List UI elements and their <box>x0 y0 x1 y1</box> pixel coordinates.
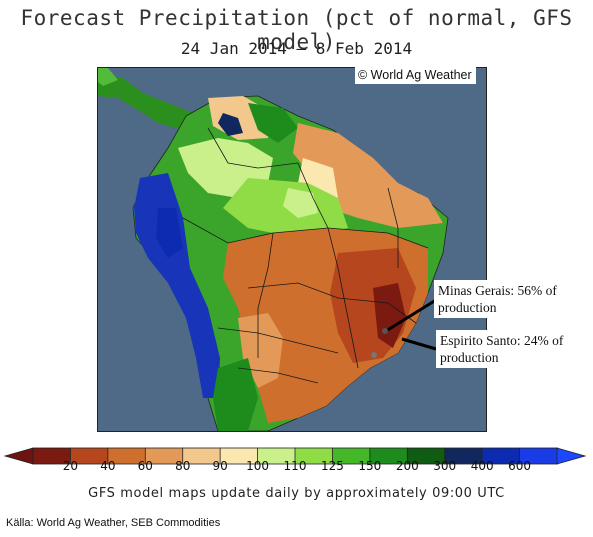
minas-gerais-callout-line2: production <box>438 300 497 315</box>
scale-tick-label: 110 <box>283 459 307 473</box>
espirito-santo-callout-line2: production <box>440 350 499 365</box>
scale-tick-label: 300 <box>433 459 457 473</box>
source-credit: Källa: World Ag Weather, SEB Commodities <box>6 517 221 529</box>
scale-tick-label: 100 <box>246 459 270 473</box>
color-scale-bar <box>3 447 587 465</box>
scale-tick-label: 400 <box>470 459 494 473</box>
scale-tick-label: 150 <box>358 459 382 473</box>
precipitation-map <box>97 67 487 432</box>
south-america-map-graphic <box>98 68 486 431</box>
update-note: GFS model maps update daily by approxima… <box>88 486 505 501</box>
central-america-land <box>98 73 208 130</box>
espirito-santo-callout: Espirito Santo: 24% of production <box>436 330 568 368</box>
minas-gerais-callout-line1: Minas Gerais: 56% of <box>438 283 557 298</box>
copyright-label: © World Ag Weather <box>355 67 476 84</box>
andes-high-precip <box>134 173 220 398</box>
scale-tick-label: 200 <box>395 459 419 473</box>
scale-tick-label: 80 <box>175 459 191 473</box>
scale-low-arrow <box>3 447 34 465</box>
state-borders <box>182 127 429 384</box>
scale-tick-label: 40 <box>100 459 116 473</box>
scale-tick-label: 600 <box>508 459 532 473</box>
scale-tick-label: 90 <box>212 459 228 473</box>
scale-tick-label: 60 <box>137 459 153 473</box>
espirito-santo-callout-line1: Espirito Santo: 24% of <box>440 333 564 348</box>
scale-tick-label: 20 <box>62 459 79 473</box>
scale-high-arrow <box>556 447 587 465</box>
date-range-subtitle: 24 Jan 2014 — 8 Feb 2014 <box>180 39 413 58</box>
minas-gerais-region <box>373 283 406 348</box>
map-title: Forecast Precipitation (pct of normal, G… <box>20 6 573 54</box>
espirito-santo-marker <box>371 352 377 358</box>
minas-gerais-marker <box>382 328 388 334</box>
minas-gerais-callout: Minas Gerais: 56% of production <box>434 280 561 318</box>
callout-pointers <box>385 298 437 351</box>
scale-tick-label: 125 <box>320 459 344 473</box>
